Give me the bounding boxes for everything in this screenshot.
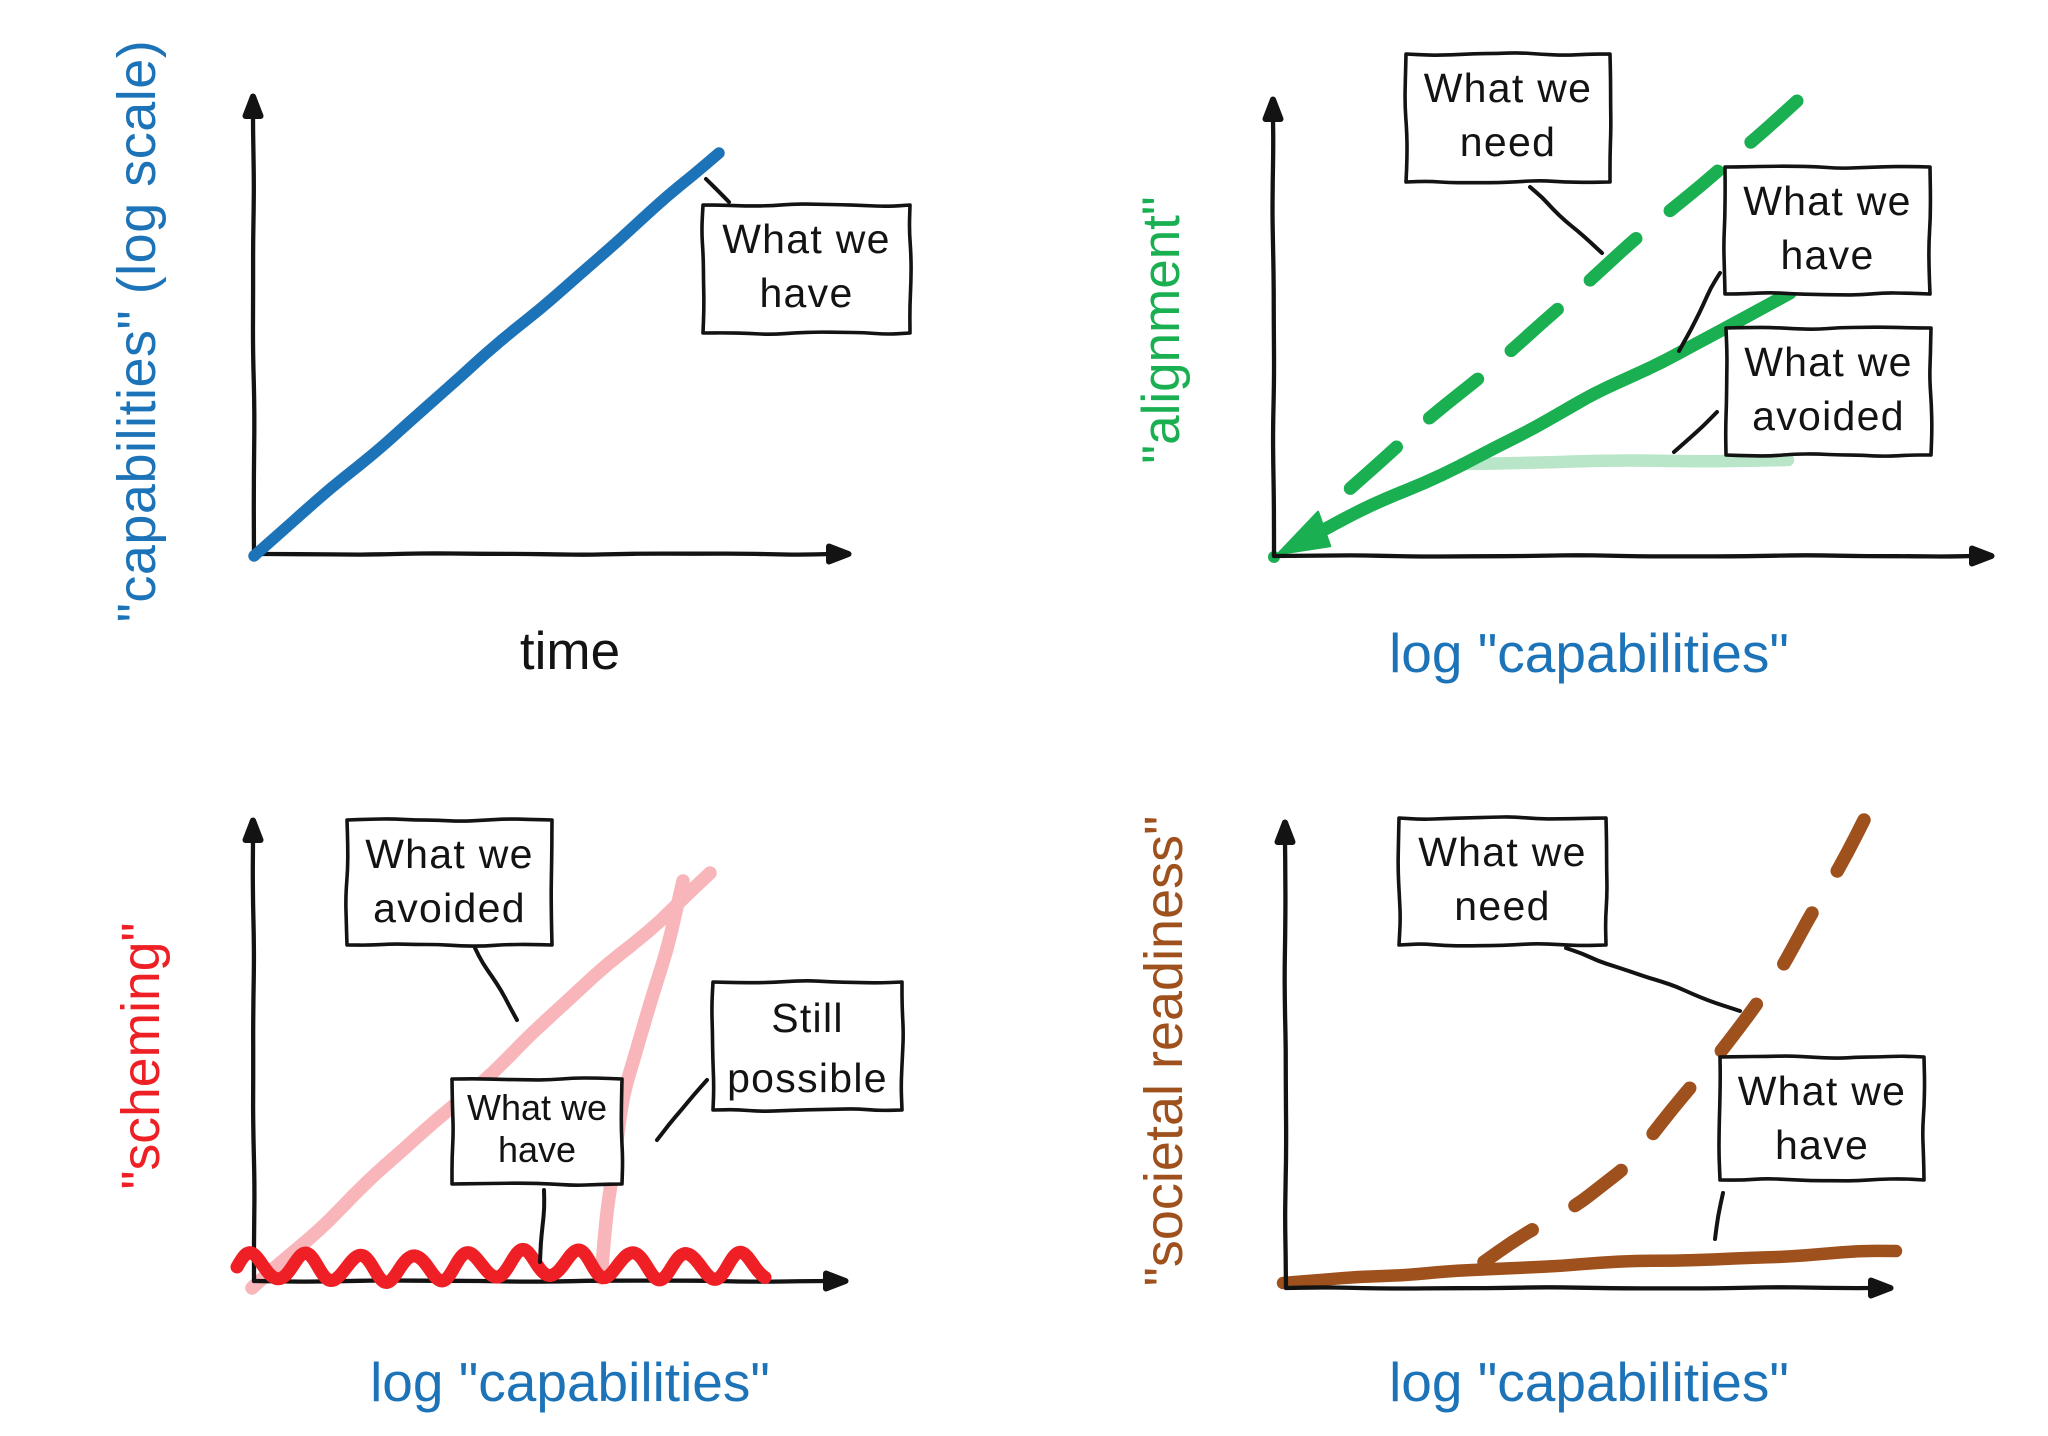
svg-text:What we: What we bbox=[1418, 829, 1587, 875]
svg-text:What we: What we bbox=[722, 216, 891, 262]
svg-text:log "capabilities": log "capabilities" bbox=[370, 1351, 770, 1413]
svg-text:"scheming": "scheming" bbox=[112, 923, 171, 1190]
svg-text:What we: What we bbox=[1743, 178, 1912, 224]
svg-text:time: time bbox=[520, 622, 620, 681]
svg-text:What we: What we bbox=[467, 1087, 607, 1128]
svg-text:"societal readiness": "societal readiness" bbox=[1134, 816, 1194, 1287]
svg-text:log "capabilities": log "capabilities" bbox=[1389, 622, 1789, 684]
svg-text:possible: possible bbox=[727, 1055, 888, 1101]
svg-text:avoided: avoided bbox=[1752, 393, 1905, 439]
svg-text:What we: What we bbox=[365, 831, 534, 877]
svg-text:avoided: avoided bbox=[373, 885, 526, 931]
svg-text:have: have bbox=[1780, 232, 1874, 278]
svg-text:have: have bbox=[1775, 1122, 1869, 1168]
svg-text:"capabilities" (log scale): "capabilities" (log scale) bbox=[107, 40, 167, 623]
svg-text:log "capabilities": log "capabilities" bbox=[1389, 1351, 1789, 1413]
svg-text:What we: What we bbox=[1424, 65, 1593, 111]
svg-text:have: have bbox=[759, 270, 853, 316]
svg-text:What we: What we bbox=[1738, 1068, 1907, 1114]
svg-text:need: need bbox=[1460, 119, 1556, 165]
svg-text:have: have bbox=[498, 1129, 576, 1170]
svg-text:"alignment": "alignment" bbox=[1132, 196, 1191, 463]
svg-text:What we: What we bbox=[1744, 339, 1913, 385]
svg-text:Still: Still bbox=[771, 995, 844, 1041]
svg-text:need: need bbox=[1454, 883, 1550, 929]
